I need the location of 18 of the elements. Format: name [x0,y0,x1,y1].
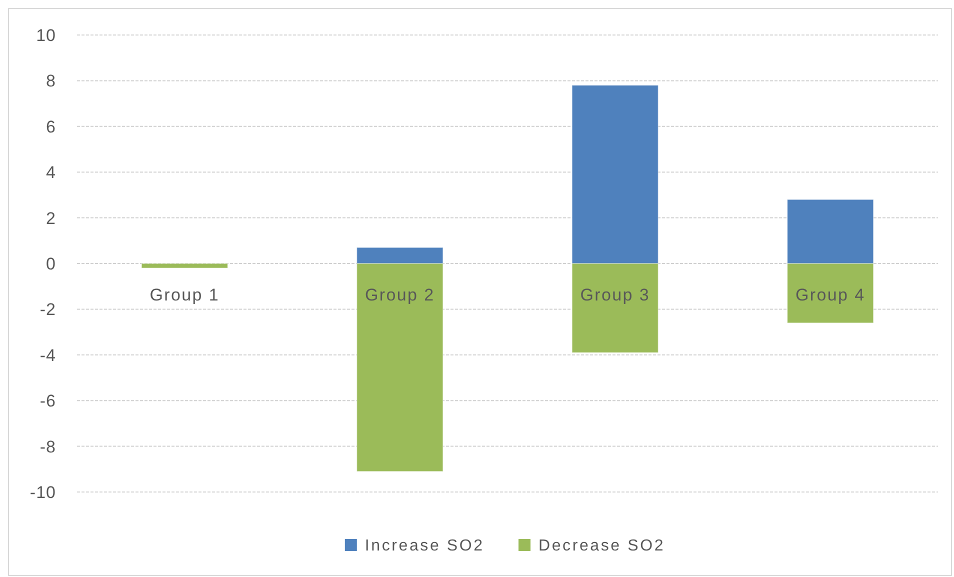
y-tick-label: 4 [46,163,56,182]
legend-label: Decrease SO2 [538,538,666,555]
x-tick-label: Group 2 [364,286,435,304]
y-tick-label: -4 [40,346,56,365]
y-tick-label: 2 [46,208,56,228]
y-tick-label: 8 [46,72,56,91]
bar [141,263,228,268]
x-tick-label: Group 3 [580,286,650,304]
y-tick-label: 6 [46,117,56,136]
x-tick-label: Group 4 [795,286,866,304]
y-tick-label: -8 [40,437,56,456]
y-tick-label: -6 [40,392,56,411]
y-tick-label: 10 [36,26,56,45]
y-tick-label: -10 [30,482,56,502]
y-tick-label: 0 [46,254,56,274]
legend-label: Increase SO2 [364,538,484,555]
x-tick-label: Group 1 [150,286,220,304]
y-tick-label: -2 [40,300,56,320]
